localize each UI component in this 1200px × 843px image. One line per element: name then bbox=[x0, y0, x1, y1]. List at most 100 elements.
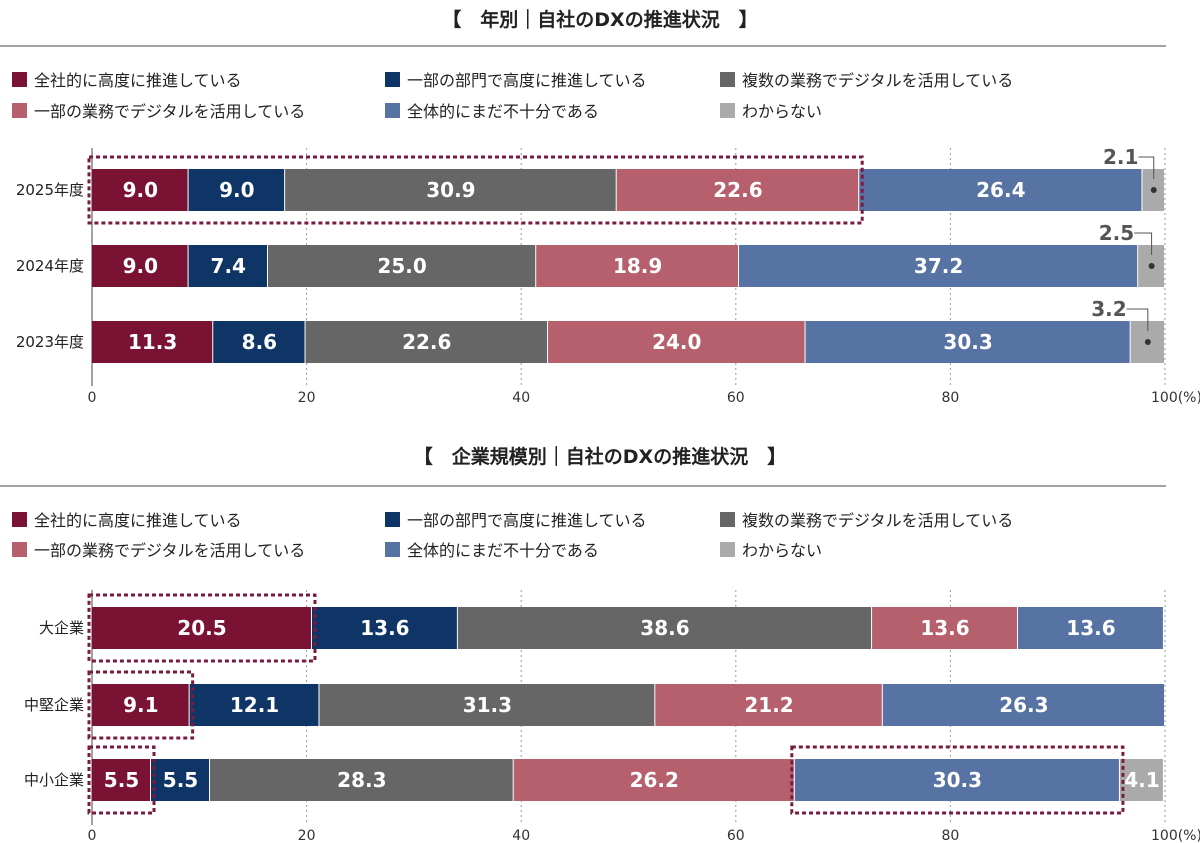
legend-swatch bbox=[12, 103, 27, 118]
bar-segment bbox=[311, 607, 457, 649]
data-label: 9.1 bbox=[123, 693, 158, 717]
category-label: 中堅企業 bbox=[24, 696, 84, 714]
data-label: 8.6 bbox=[242, 330, 277, 354]
leader-dot bbox=[1150, 187, 1157, 193]
data-label: 9.0 bbox=[123, 178, 158, 202]
bar-segment bbox=[92, 169, 188, 211]
data-label: 2.1 bbox=[1103, 145, 1138, 169]
data-label: 13.6 bbox=[1066, 616, 1115, 640]
category-label: 中小企業 bbox=[24, 771, 84, 789]
leader-line bbox=[1138, 156, 1155, 179]
bar-row: 2023年度 11.3 8.6 22.6 24.0 30.3 3.2 bbox=[16, 297, 1164, 363]
data-label: 38.6 bbox=[640, 616, 689, 640]
data-label: 13.6 bbox=[920, 616, 969, 640]
bar-segment bbox=[513, 759, 794, 801]
category-label: 大企業 bbox=[39, 619, 84, 637]
bar-segment bbox=[616, 169, 859, 211]
legend-label: 一部の部門で高度に推進している bbox=[407, 511, 647, 530]
data-label: 20.5 bbox=[177, 616, 226, 640]
data-label: 9.0 bbox=[219, 178, 254, 202]
data-label: 11.3 bbox=[128, 330, 177, 354]
bar-segment bbox=[210, 759, 513, 801]
leader-dot bbox=[1148, 263, 1155, 269]
bar-segment bbox=[305, 321, 548, 363]
chart-2: 【 企業規模別｜自社のDXの推進状況 】全社的に高度に推進している 一部の部門で高… bbox=[0, 445, 1200, 843]
highlight-box bbox=[87, 670, 195, 740]
data-label: 30.3 bbox=[943, 330, 992, 354]
highlight-box bbox=[790, 745, 1125, 815]
leader-line bbox=[1126, 308, 1149, 331]
x-tick-label: 80 bbox=[941, 828, 959, 843]
data-label: 37.2 bbox=[914, 254, 963, 278]
data-label: 26.2 bbox=[630, 768, 679, 792]
bar-segment bbox=[536, 245, 739, 287]
legend-label: 全体的にまだ不十分である bbox=[407, 102, 599, 121]
legend-swatch bbox=[12, 542, 27, 557]
legend-label: 複数の業務でデジタルを活用している bbox=[742, 71, 1013, 90]
legend-swatch bbox=[385, 542, 400, 557]
data-label: 22.6 bbox=[402, 330, 451, 354]
highlight-box bbox=[87, 155, 864, 225]
bar-segment bbox=[739, 245, 1138, 287]
chart-title: 【 年別｜自社のDXの推進状況 】 bbox=[442, 8, 757, 31]
legend-swatch bbox=[720, 542, 735, 557]
bar-segment bbox=[548, 321, 805, 363]
bar-row: 2025年度 9.0 9.0 30.9 22.6 26.4 2.1 bbox=[16, 145, 1164, 211]
chart-1: 【 年別｜自社のDXの推進状況 】全社的に高度に推進している 一部の部門で高度に推… bbox=[0, 8, 1200, 406]
data-label: 28.3 bbox=[337, 768, 386, 792]
legend-label: 一部の部門で高度に推進している bbox=[407, 71, 647, 90]
x-tick-label: 60 bbox=[727, 390, 745, 406]
legend-label: 全体的にまだ不十分である bbox=[407, 541, 599, 560]
leader-line bbox=[1134, 232, 1153, 255]
bar-segment bbox=[457, 607, 872, 649]
bar-row: 2024年度 9.0 7.4 25.0 18.9 37.2 2.5 bbox=[16, 221, 1164, 287]
legend-swatch bbox=[12, 512, 27, 527]
bar-segment bbox=[189, 684, 319, 726]
legend-swatch bbox=[12, 72, 27, 87]
x-tick-label: 100(%) bbox=[1151, 828, 1200, 843]
bar-segment bbox=[267, 245, 536, 287]
data-label: 30.3 bbox=[933, 768, 982, 792]
bar-segment bbox=[859, 169, 1142, 211]
x-tick-label: 40 bbox=[512, 828, 530, 843]
data-label: 7.4 bbox=[211, 254, 246, 278]
x-tick-label: 100(%) bbox=[1151, 390, 1200, 406]
bar-segment bbox=[151, 759, 210, 801]
data-label: 12.1 bbox=[230, 693, 279, 717]
bar-segment bbox=[92, 684, 189, 726]
data-label: 24.0 bbox=[652, 330, 701, 354]
chart-title: 【 企業規模別｜自社のDXの推進状況 】 bbox=[414, 445, 786, 468]
legend-label: 一部の業務でデジタルを活用している bbox=[34, 541, 305, 560]
legend: 全社的に高度に推進している 一部の部門で高度に推進している 複数の業務でデジタルを活… bbox=[12, 71, 1013, 121]
data-label: 4.1 bbox=[1124, 768, 1159, 792]
data-label: 21.2 bbox=[744, 693, 793, 717]
bar-segment bbox=[213, 321, 305, 363]
bar-row: 大企業 20.5 13.6 38.6 13.6 13.6 bbox=[39, 607, 1163, 649]
x-tick-label: 60 bbox=[727, 828, 745, 843]
legend-label: わからない bbox=[742, 102, 822, 121]
bar-row: 中小企業 5.5 5.5 28.3 26.2 30.3 4.1 bbox=[24, 759, 1163, 801]
bar-row: 中堅企業 9.1 12.1 31.3 21.2 26.3 bbox=[24, 684, 1164, 726]
bar-segment bbox=[92, 245, 188, 287]
category-label: 2024年度 bbox=[16, 257, 84, 275]
data-label: 13.6 bbox=[360, 616, 409, 640]
bar-segment bbox=[188, 245, 267, 287]
data-label: 31.3 bbox=[463, 693, 512, 717]
x-tick-label: 20 bbox=[298, 828, 316, 843]
data-label: 25.0 bbox=[377, 254, 426, 278]
data-label: 9.0 bbox=[123, 254, 158, 278]
data-label: 22.6 bbox=[713, 178, 762, 202]
legend-swatch bbox=[385, 512, 400, 527]
highlight-box bbox=[87, 745, 156, 815]
legend-swatch bbox=[720, 512, 735, 527]
bar-segment bbox=[805, 321, 1130, 363]
bar-segment bbox=[92, 607, 311, 649]
legend-swatch bbox=[720, 103, 735, 118]
bar-segment bbox=[882, 684, 1164, 726]
data-label: 5.5 bbox=[163, 768, 198, 792]
legend-label: 全社的に高度に推進している bbox=[34, 71, 242, 90]
legend-swatch bbox=[720, 72, 735, 87]
bar-segment bbox=[92, 321, 213, 363]
bar-segment bbox=[794, 759, 1119, 801]
highlight-box bbox=[87, 593, 317, 663]
